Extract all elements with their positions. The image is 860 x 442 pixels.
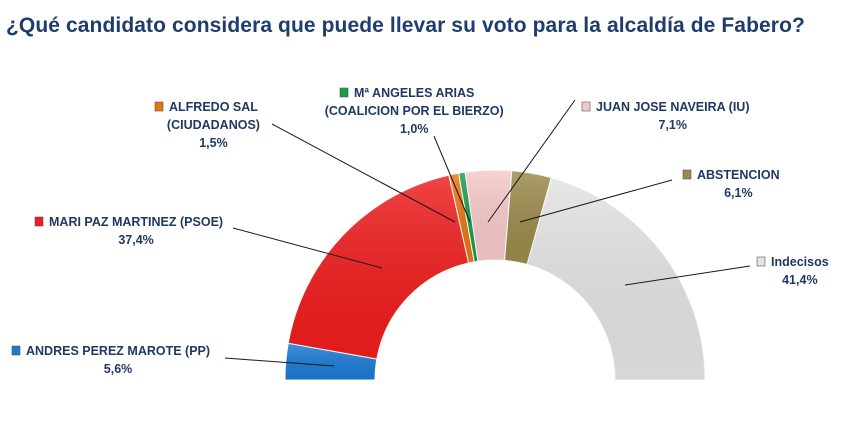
legend-swatch-indecisos [756,256,766,267]
legend-swatch-juan-jose-naveira-iu [581,101,591,112]
slice-label-alfredo-sal-ciudadanos-line-1: ALFREDO SAL [169,100,258,114]
leader-line-abstencion [519,179,673,223]
slice-value-abstencion: 6,1% [724,186,753,200]
leader-line-m-angeles-arias-coalicion-por-el-bierzo [433,135,471,223]
slice-label-juan-jose-naveira-iu: JUAN JOSE NAVEIRA (IU) [596,100,750,114]
slice-shade-juan-jose-naveira-iu [465,170,512,262]
leader-line-mari-paz-martinez-psoe [232,227,383,269]
leader-line-andres-perez-marote-pp [224,357,335,367]
slice-shade-alfredo-sal-ciudadanos [448,173,475,263]
slice-value-indecisos: 41,4% [782,273,817,287]
slice-shade-abstencion [504,170,552,265]
leader-line-indecisos [624,265,751,286]
slice-value-andres-perez-marote-pp: 5,6% [104,362,133,376]
slice-shade-andres-perez-marote-pp [285,343,377,380]
slice-label-abstencion: ABSTENCION [697,168,780,182]
legend-swatch-m-angeles-arias-coalicion-por-el-bierzo [339,87,349,98]
slice-value-juan-jose-naveira-iu: 7,1% [659,118,688,132]
slice-value-m-angeles-arias-coalicion-por-el-bierzo: 1,0% [400,122,429,136]
slice-label-andres-perez-marote-pp: ANDRES PEREZ MAROTE (PP) [26,344,210,358]
slice-value-mari-paz-martinez-psoe: 37,4% [118,233,153,247]
slice-label-alfredo-sal-ciudadanos-line-2: (CIUDADANOS) [167,118,260,132]
slice-value-alfredo-sal-ciudadanos: 1,5% [199,136,228,150]
slice-label-indecisos: Indecisos [771,255,829,269]
leader-line-juan-jose-naveira-iu [487,99,576,223]
legend-swatch-andres-perez-marote-pp [11,345,21,356]
slice-shade-indecisos [527,177,705,380]
slice-label-m-angeles-arias-coalicion-por-el-bierzo-line-1: Mª ANGELES ARIAS [354,86,474,100]
page-title: ¿Qué candidato considera que puede lleva… [6,14,805,37]
slice-label-mari-paz-martinez-psoe: MARI PAZ MARTINEZ (PSOE) [49,215,223,229]
legend-swatch-alfredo-sal-ciudadanos [154,101,164,112]
slice-label-m-angeles-arias-coalicion-por-el-bierzo-line-2: (COALICION POR EL BIERZO) [325,104,504,118]
legend-swatch-abstencion [682,169,692,180]
leader-line-alfredo-sal-ciudadanos [271,123,456,223]
legend-swatch-mari-paz-martinez-psoe [34,216,44,227]
